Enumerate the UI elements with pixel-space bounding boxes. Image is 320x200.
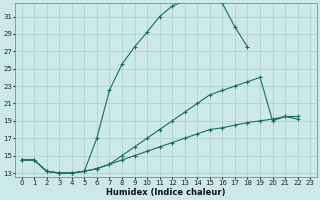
X-axis label: Humidex (Indice chaleur): Humidex (Indice chaleur) — [106, 188, 226, 197]
